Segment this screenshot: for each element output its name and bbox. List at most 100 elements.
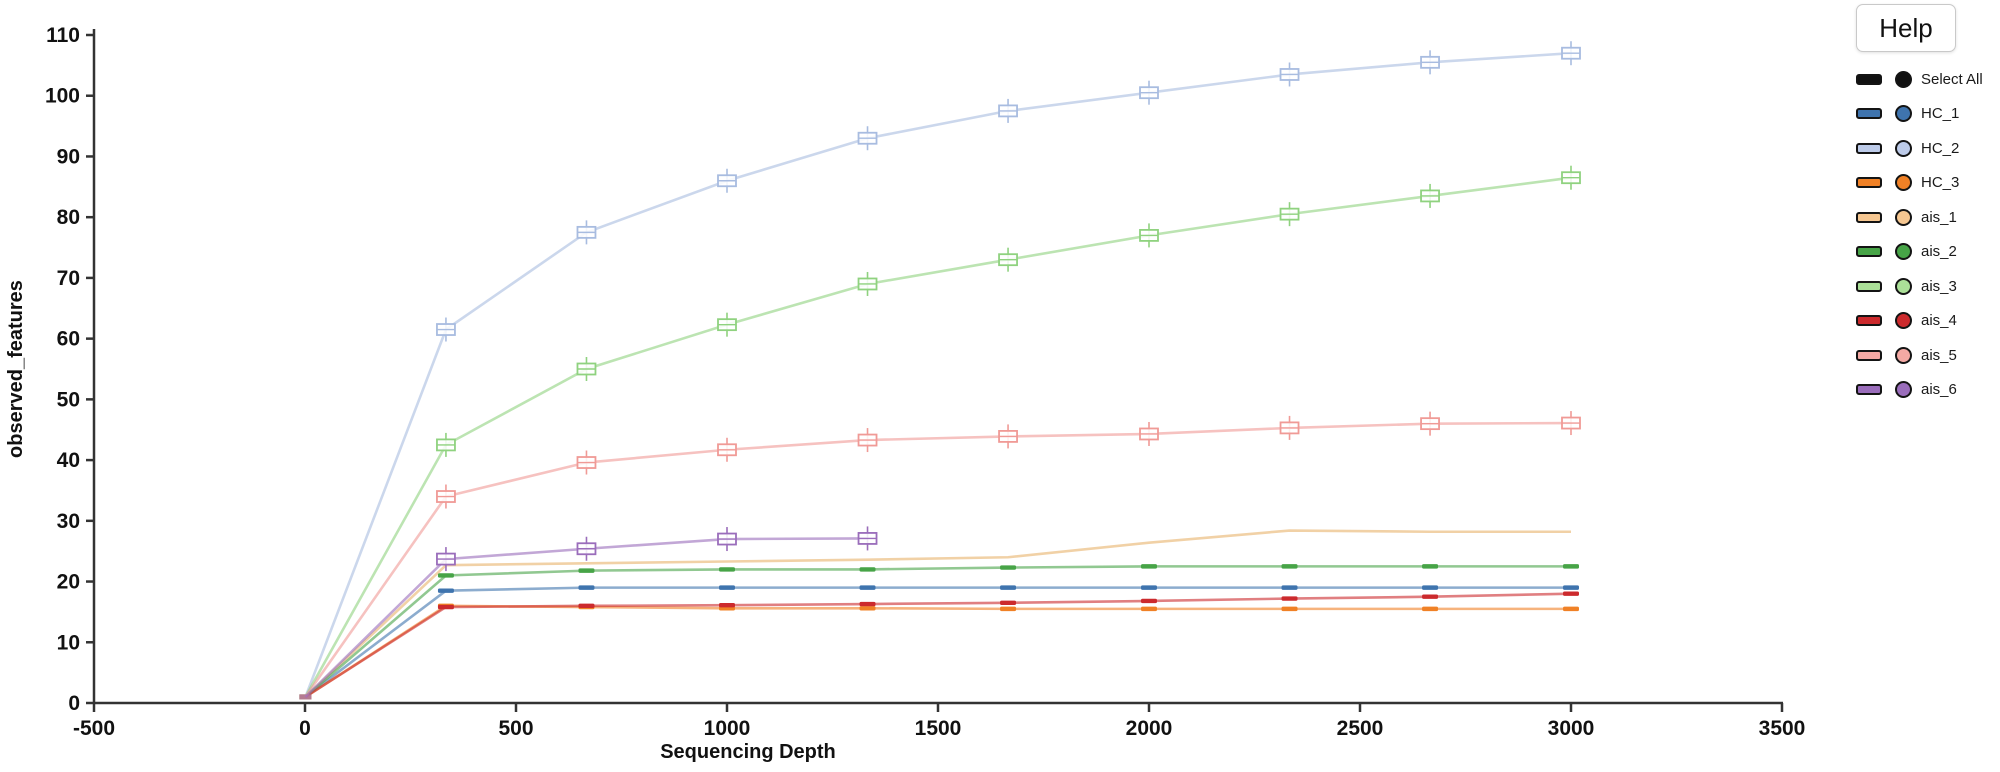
dash-marker	[1422, 564, 1439, 569]
x-axis-title: Sequencing Depth	[660, 741, 836, 763]
help-button[interactable]: Help	[1856, 4, 1956, 52]
legend-row-hc_2[interactable]: HC_2	[1856, 131, 2000, 166]
legend-row-select-all[interactable]: Select All	[1856, 62, 2000, 97]
y-tick-label: 40	[57, 449, 80, 472]
legend-row-ais_2[interactable]: ais_2	[1856, 235, 2000, 270]
y-tick-label: 100	[45, 85, 80, 108]
legend-label: HC_3	[1921, 174, 1960, 192]
series-line-swatch-icon	[1856, 280, 1882, 292]
dash-marker	[437, 573, 454, 578]
legend-row-ais_4[interactable]: ais_4	[1856, 304, 2000, 339]
dash-marker	[1281, 585, 1298, 590]
x-tick-label: 1500	[915, 717, 962, 740]
series-ais_6	[299, 526, 878, 700]
x-tick-label: 1000	[704, 717, 751, 740]
dash-marker	[1281, 606, 1298, 612]
series-line	[304, 176, 1572, 698]
x-tick-label: 500	[498, 717, 533, 740]
dash-marker	[1563, 585, 1579, 590]
dash-marker	[1563, 591, 1579, 596]
series-line	[304, 586, 1571, 698]
dash-marker	[859, 606, 876, 611]
legend-label: HC_2	[1921, 139, 1960, 157]
series-line	[304, 421, 1572, 698]
dash-marker	[1000, 565, 1017, 570]
y-tick-label: 20	[57, 571, 80, 594]
series-line-swatch-icon	[1856, 211, 1882, 223]
dash-marker	[437, 604, 454, 610]
dash-marker	[1000, 600, 1017, 605]
y-tick-label: 80	[57, 206, 80, 229]
series-line-swatch-icon	[1856, 384, 1882, 396]
y-tick-label: 30	[57, 510, 80, 533]
dash-marker	[578, 603, 595, 609]
series-legend: Select All HC_1 HC_2 HC_3 ais_1 ais_2 ai…	[1856, 62, 2000, 407]
series-line-swatch-icon	[1856, 142, 1882, 154]
series-ais_3	[299, 165, 1581, 700]
legend-label: ais_6	[1921, 381, 1957, 399]
legend-row-ais_3[interactable]: ais_3	[1856, 269, 2000, 304]
dash-marker	[859, 585, 876, 590]
series-line	[304, 592, 1572, 699]
series-dot-swatch-icon	[1895, 105, 1912, 123]
series-line	[304, 51, 1572, 698]
y-tick-label: 0	[68, 692, 80, 715]
x-tick-label: -500	[73, 717, 115, 740]
series-line	[304, 604, 1571, 699]
series-dot-swatch-icon	[1895, 70, 1912, 88]
dash-marker	[1000, 606, 1017, 612]
dash-marker	[578, 585, 595, 590]
legend-row-ais_5[interactable]: ais_5	[1856, 338, 2000, 373]
legend-row-ais_6[interactable]: ais_6	[1856, 373, 2000, 408]
x-tick-label: 2000	[1126, 717, 1173, 740]
legend-row-ais_1[interactable]: ais_1	[1856, 200, 2000, 235]
dash-marker	[1422, 594, 1439, 599]
series-ais_2	[299, 564, 1579, 700]
dash-marker	[1422, 606, 1439, 612]
dash-marker	[859, 601, 876, 607]
series-dot-swatch-icon	[1895, 208, 1912, 226]
legend-label: ais_2	[1921, 243, 1957, 261]
x-tick-label: 2500	[1337, 717, 1384, 740]
series-dot-swatch-icon	[1895, 381, 1912, 399]
series-HC_3	[299, 603, 1579, 700]
legend-row-hc_3[interactable]: HC_3	[1856, 166, 2000, 201]
dash-marker	[437, 588, 454, 593]
legend-row-hc_1[interactable]: HC_1	[1856, 97, 2000, 132]
dash-marker	[719, 603, 735, 608]
series-line-swatch-icon	[1856, 246, 1882, 258]
dash-marker	[719, 585, 735, 590]
series-line	[304, 565, 1571, 698]
legend-label: ais_3	[1921, 277, 1957, 295]
series-dot-swatch-icon	[1895, 174, 1912, 192]
legend-label: ais_1	[1921, 208, 1957, 226]
series-dot-swatch-icon	[1895, 243, 1912, 261]
series-line-swatch-icon	[1856, 177, 1882, 189]
series-line	[304, 529, 1571, 698]
series-dot-swatch-icon	[1895, 346, 1912, 364]
y-tick-label: 50	[57, 388, 80, 411]
y-tick-label: 110	[46, 24, 80, 47]
x-tick-label: 3500	[1759, 717, 1806, 740]
legend-label: ais_5	[1921, 346, 1957, 364]
x-tick-label: 0	[299, 717, 311, 740]
y-tick-label: 60	[57, 328, 80, 351]
y-tick-label: 10	[57, 631, 80, 654]
legend-label: ais_4	[1921, 312, 1957, 330]
dash-marker	[1141, 564, 1157, 569]
dash-marker	[719, 567, 735, 572]
y-tick-label: 90	[57, 145, 80, 168]
series-dot-swatch-icon	[1895, 139, 1912, 157]
dash-marker	[1281, 596, 1298, 601]
series-line-swatch-icon	[1856, 108, 1882, 120]
dash-marker	[578, 568, 595, 573]
dash-marker	[1563, 606, 1579, 612]
series-HC_2	[299, 41, 1581, 700]
series-line-swatch-icon	[1856, 349, 1882, 361]
dash-marker	[1141, 598, 1157, 604]
series-line-swatch-icon	[1856, 73, 1882, 85]
y-axis-title: observed_features	[5, 280, 27, 458]
legend-label: Select All	[1921, 70, 1983, 88]
